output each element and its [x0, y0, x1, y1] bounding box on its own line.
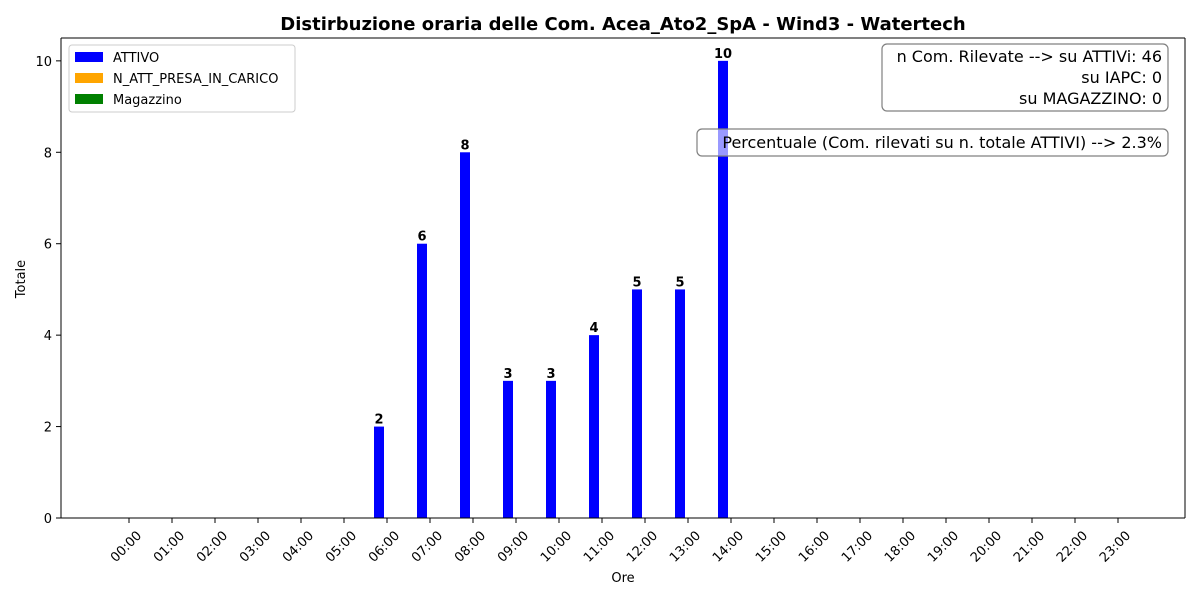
bar-attivo-1300 [675, 289, 685, 518]
data-label-0900: 3 [503, 367, 512, 382]
legend-label-n-att-presa-in-carico: N_ATT_PRESA_IN_CARICO [113, 72, 278, 87]
data-labels-group: 2 6 8 3 3 4 5 5 10 [374, 47, 732, 428]
x-tick-label-1100: 11:00 [581, 528, 618, 565]
x-tick-label-0000: 00:00 [108, 528, 145, 565]
legend-swatch-magazzino [75, 94, 103, 104]
x-tick-label-1200: 12:00 [624, 528, 661, 565]
x-tick-label-1900: 19:00 [925, 528, 962, 565]
percent-text: Percentuale (Com. rilevati su n. totale … [722, 133, 1162, 152]
x-tick-label-0200: 02:00 [194, 528, 231, 565]
counts-line-attivi: n Com. Rilevate --> su ATTIVi: 46 [897, 47, 1162, 66]
bars-group [374, 60, 728, 519]
bar-attivo-0800 [460, 152, 470, 519]
x-tick-label-0400: 04:00 [280, 528, 317, 565]
x-tick-label-0100: 01:00 [151, 528, 188, 565]
x-tick-label-1500: 15:00 [753, 528, 790, 565]
x-tick-label-2000: 20:00 [968, 528, 1005, 565]
data-label-0600: 2 [374, 413, 383, 428]
y-tick-label-0: 0 [44, 512, 52, 527]
y-tick-label-10: 10 [35, 55, 52, 70]
chart-title: Distirbuzione oraria delle Com. Acea_Ato… [280, 14, 965, 35]
y-tick-label-8: 8 [44, 146, 52, 161]
x-tick-label-1600: 16:00 [796, 528, 833, 565]
x-tick-label-0800: 08:00 [452, 528, 489, 565]
x-tick-label-1800: 18:00 [882, 528, 919, 565]
data-label-1100: 4 [589, 321, 598, 336]
y-axis-title: Totale [14, 260, 29, 299]
bar-attivo-0600 [374, 426, 384, 518]
x-tick-label-1300: 13:00 [667, 528, 704, 565]
legend: ATTIVO N_ATT_PRESA_IN_CARICO Magazzino [68, 44, 296, 113]
bar-attivo-1200 [632, 289, 642, 518]
data-label-1000: 3 [546, 367, 555, 382]
data-label-1200: 5 [632, 275, 641, 290]
legend-label-attivo: ATTIVO [113, 51, 159, 66]
counts-line-iapc: su IAPC: 0 [1081, 68, 1162, 87]
counts-line-magazzino: su MAGAZZINO: 0 [1019, 89, 1162, 108]
percent-box [696, 128, 1169, 157]
counts-annotation: n Com. Rilevate --> su ATTIVi: 46 su IAP… [881, 43, 1169, 112]
x-tick-label-0300: 03:00 [237, 528, 274, 565]
legend-swatch-attivo [75, 52, 103, 62]
counts-box [881, 43, 1169, 112]
bar-attivo-0700 [417, 243, 427, 518]
data-label-1300: 5 [675, 275, 684, 290]
x-tick-label-0500: 05:00 [323, 528, 360, 565]
data-label-0800: 8 [460, 138, 469, 153]
x-tick-label-2200: 22:00 [1054, 528, 1091, 565]
legend-frame [68, 44, 296, 113]
bar-attivo-1100 [589, 335, 599, 518]
data-label-1400: 10 [714, 47, 732, 62]
data-label-0700: 6 [417, 230, 426, 245]
y-tick-label-6: 6 [44, 238, 52, 253]
bar-attivo-1000 [546, 380, 556, 518]
bar-attivo-0900 [503, 380, 513, 518]
bar-attivo-1400 [718, 60, 728, 518]
legend-swatch-n-att-presa-in-carico [75, 73, 103, 83]
x-tick-label-1000: 10:00 [538, 528, 575, 565]
legend-label-magazzino: Magazzino [113, 93, 182, 108]
x-tick-label-1700: 17:00 [839, 528, 876, 565]
x-tick-label-2300: 23:00 [1097, 528, 1134, 565]
x-tick-label-0600: 06:00 [366, 528, 403, 565]
x-tick-label-0900: 09:00 [495, 528, 532, 565]
axes-group: 0 2 4 6 8 10 00:00 01:00 02:00 03:00 04:00 05:00 06:… [35, 37, 1186, 566]
percent-annotation: Percentuale (Com. rilevati su n. totale … [696, 128, 1169, 157]
y-tick-label-2: 2 [44, 421, 52, 436]
y-tick-label-4: 4 [44, 329, 52, 344]
x-tick-label-1400: 14:00 [710, 528, 747, 565]
x-tick-label-0700: 07:00 [409, 528, 446, 565]
x-axis-title: Ore [611, 571, 634, 586]
x-tick-label-2100: 21:00 [1011, 528, 1048, 565]
